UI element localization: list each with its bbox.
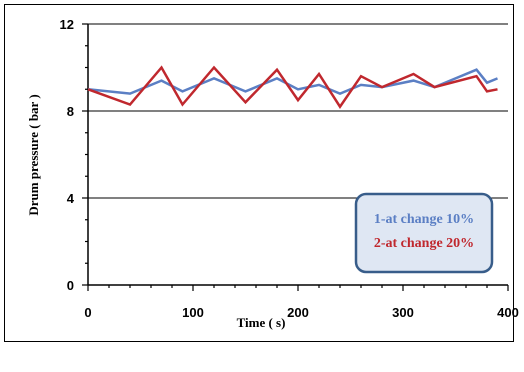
x-tick-label-400: 400 [497,305,519,320]
y-tick-label-0: 0 [67,278,74,293]
x-tick-label-300: 300 [392,305,414,320]
legend-entry-2: 2-at change 20% [374,236,474,251]
grid-lines [88,23,508,199]
y-tick-label-12: 12 [60,17,74,32]
tick-labels: 0 4 8 12 0 100 200 300 400 [60,17,519,320]
legend: 1-at change 10% 2-at change 20% [354,192,494,274]
series-1-line [87,68,498,95]
x-tick-label-100: 100 [182,305,204,320]
y-tick-label-4: 4 [67,191,75,206]
y-axis-title: Drum pressure ( bar ) [26,94,41,215]
x-axis-title: Time ( s) [237,315,286,330]
series-2-line [87,65,498,109]
x-tick-label-200: 200 [287,305,309,320]
series-lines [87,65,498,109]
legend-box [354,192,494,274]
x-tick-label-0: 0 [84,305,91,320]
y-tick-label-8: 8 [67,104,74,119]
chart-frame [4,4,514,342]
axes [82,23,509,291]
legend-entry-1: 1-at change 10% [374,212,474,227]
